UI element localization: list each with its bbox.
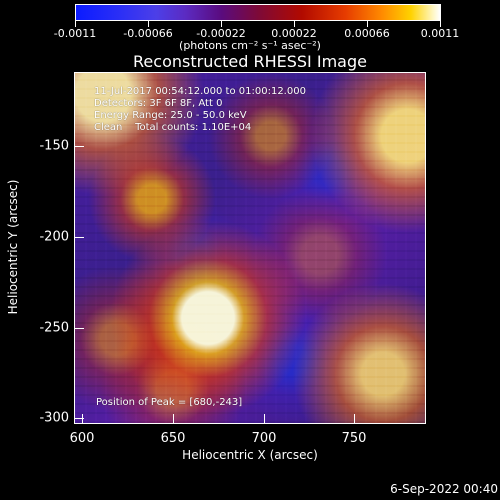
y-tick-label: -200 xyxy=(39,229,69,245)
y-axis-label: Heliocentric Y (arcsec) xyxy=(6,179,20,315)
rhessi-image-plot xyxy=(74,72,426,424)
image-title: Reconstructed RHESSI Image xyxy=(133,52,367,71)
x-tick xyxy=(354,414,355,424)
peak-position-text: Position of Peak = [680,-243] xyxy=(96,397,243,408)
plot-annotation: 11-Jul-2017 00:54:12.000 to 01:00:12.000… xyxy=(94,86,306,134)
y-tick-label: -250 xyxy=(39,320,69,336)
y-tick xyxy=(74,146,84,147)
colorbar-tick xyxy=(440,21,441,27)
y-tick-label: -300 xyxy=(39,410,69,426)
colorbar-tick-label: -0.00022 xyxy=(196,27,246,40)
colorbar-tick xyxy=(294,21,295,27)
colorbar-tick xyxy=(75,21,76,27)
x-tick-label: 600 xyxy=(69,431,95,446)
y-tick xyxy=(74,328,84,329)
x-tick xyxy=(173,414,174,424)
colorbar-tick-label: -0.0011 xyxy=(53,27,97,40)
colorbar-tick-label: 0.00066 xyxy=(344,27,390,40)
colorbar-tick-label: 0.00022 xyxy=(271,27,317,40)
detectors-text: Detectors: 3F 6F 8F, Att 0 xyxy=(94,98,223,109)
colorbar-ticks xyxy=(75,21,441,29)
x-tick xyxy=(82,414,83,424)
colorbar-tick-label: -0.00066 xyxy=(123,27,173,40)
energy-range-text: Energy Range: 25.0 - 50.0 keV xyxy=(94,110,247,121)
x-tick-label: 650 xyxy=(160,431,186,446)
colorbar-tick xyxy=(148,21,149,27)
clean-counts-text: Clean Total counts: 1.10E+04 xyxy=(94,122,252,133)
colorbar-tick xyxy=(221,21,222,27)
colorbar xyxy=(75,4,441,21)
time-range-text: 11-Jul-2017 00:54:12.000 to 01:00:12.000 xyxy=(94,86,306,97)
y-tick-label: -150 xyxy=(39,138,69,154)
y-tick xyxy=(74,237,84,238)
colorbar-tick-label: 0.0011 xyxy=(420,27,460,40)
colorbar-units: (photons cm⁻² s⁻¹ asec⁻²) xyxy=(179,39,321,52)
x-tick-label: 750 xyxy=(341,431,367,446)
y-tick xyxy=(74,418,84,419)
x-axis-label: Heliocentric X (arcsec) xyxy=(182,448,318,462)
timestamp: 6-Sep-2022 00:40 xyxy=(390,482,498,496)
x-tick xyxy=(264,414,265,424)
x-tick-label: 700 xyxy=(251,431,277,446)
colorbar-tick xyxy=(367,21,368,27)
